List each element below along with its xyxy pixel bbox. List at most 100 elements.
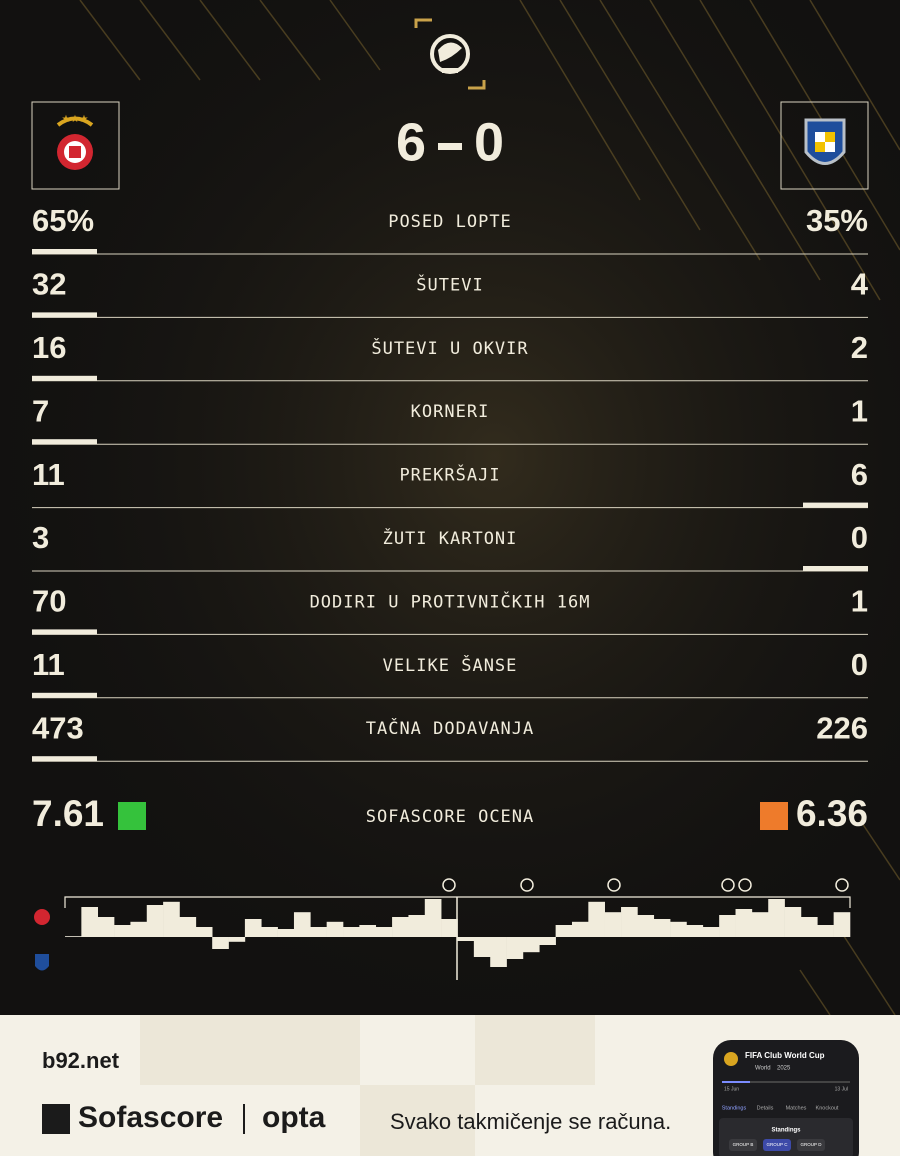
away-score: 0 xyxy=(474,112,504,172)
footer-pattern xyxy=(140,1015,595,1156)
leader-bar xyxy=(32,756,97,762)
stat-label: ŽUTI KARTONI xyxy=(383,527,518,549)
momentum-bar xyxy=(522,937,540,953)
competition-logo xyxy=(430,34,470,74)
phone-start: 15 Jun xyxy=(724,1086,739,1092)
momentum-bar xyxy=(555,925,573,937)
phone-section: Standings xyxy=(771,1128,801,1134)
away-logo xyxy=(804,118,846,165)
stat-label: ŠUTEVI xyxy=(416,273,483,295)
momentum-bar xyxy=(130,921,148,937)
slogan: Svako takmičenje se računa. xyxy=(390,1109,671,1134)
momentum-bar xyxy=(375,927,393,937)
home-value: 11 xyxy=(32,457,65,492)
stripes xyxy=(79,0,900,1016)
brand-icon xyxy=(42,1104,70,1134)
away-value: 1 xyxy=(851,393,868,428)
momentum-bar xyxy=(686,925,704,937)
home-value: 3 xyxy=(32,520,49,555)
momentum-bar xyxy=(490,937,507,967)
momentum-bar xyxy=(146,905,164,937)
phone-tab: Matches xyxy=(786,1105,807,1111)
momentum-bar xyxy=(424,899,442,937)
momentum-bar xyxy=(506,937,524,959)
phone-tab: Knockout xyxy=(816,1105,839,1111)
momentum-bar xyxy=(163,901,180,937)
momentum-bar xyxy=(261,927,278,937)
momentum-bar xyxy=(81,907,99,937)
phone-group: GROUP D xyxy=(801,1142,823,1147)
momentum-bar xyxy=(277,929,295,937)
momentum-bar xyxy=(326,921,344,937)
momentum-bar xyxy=(195,927,213,937)
phone: FIFA Club World Cup World 2025 15 Jun 13… xyxy=(713,1040,859,1156)
momentum-bar xyxy=(539,937,556,945)
phone-group: GROUP C xyxy=(767,1142,789,1147)
away-rating: 6.36 xyxy=(796,793,868,834)
svg-text:★★★: ★★★ xyxy=(62,114,89,125)
phone-end: 13 Jul xyxy=(835,1086,848,1092)
momentum-bar xyxy=(588,901,605,937)
home-rating-swatch xyxy=(118,802,146,830)
away-logo-box xyxy=(780,101,869,190)
momentum-bar xyxy=(441,919,458,937)
momentum-bar xyxy=(179,917,197,937)
momentum-bar xyxy=(571,921,589,937)
home-mini-logo xyxy=(34,909,50,925)
momentum-bar xyxy=(293,912,311,937)
phone-group-chip xyxy=(763,1139,791,1151)
away-mini-logo xyxy=(35,954,49,971)
home-value: 16 xyxy=(32,330,66,365)
phone-tab: Standings xyxy=(722,1105,747,1111)
away-value: 2 xyxy=(851,330,868,365)
stat-label: KORNERI xyxy=(411,402,490,422)
rating-label: SOFASCORE OCENA xyxy=(366,807,535,827)
momentum-bar xyxy=(637,915,655,937)
momentum-bar xyxy=(621,907,638,937)
home-logo: ★★★ xyxy=(56,114,94,170)
leader-bar xyxy=(32,375,97,381)
momentum-bar xyxy=(457,937,475,941)
momentum-bar xyxy=(473,937,491,957)
momentum-bar xyxy=(784,907,802,937)
leader-bar xyxy=(32,312,97,318)
leader-bar xyxy=(803,566,868,571)
momentum-bar xyxy=(719,915,736,937)
momentum-bar xyxy=(65,936,82,937)
momentum-bar xyxy=(310,927,327,937)
momentum-bar xyxy=(359,925,377,937)
momentum-bar xyxy=(212,937,229,949)
home-value: 70 xyxy=(32,584,66,619)
leader-bar xyxy=(32,439,97,445)
momentum-bar xyxy=(817,925,834,937)
momentum-bar xyxy=(833,912,851,937)
leader-bar xyxy=(803,502,868,508)
momentum-bar xyxy=(670,921,687,937)
home-rating: 7.61 xyxy=(32,793,104,834)
stat-label: VELIKE ŠANSE xyxy=(383,654,518,676)
home-score: 6 xyxy=(396,112,426,172)
phone-group-chip xyxy=(729,1139,757,1151)
partner: opta xyxy=(262,1101,326,1134)
home-logo-box xyxy=(31,101,120,190)
site: b92.net xyxy=(42,1048,120,1073)
home-value: 65% xyxy=(32,203,94,238)
stat-label: TAČNA DODAVANJA xyxy=(366,717,535,739)
home-value: 32 xyxy=(32,267,66,302)
away-value: 6 xyxy=(851,457,868,492)
momentum-chart xyxy=(34,878,851,980)
momentum-bar xyxy=(244,919,262,937)
momentum-bar xyxy=(408,915,426,937)
momentum-bar xyxy=(604,912,622,937)
phone-group: GROUP B xyxy=(733,1142,754,1147)
momentum-bar xyxy=(800,917,818,937)
momentum-bar xyxy=(653,919,671,937)
leader-bar xyxy=(32,249,97,254)
momentum-bar xyxy=(735,909,753,937)
stat-label: PREKRŠAJI xyxy=(399,464,500,486)
home-value: 11 xyxy=(32,647,65,682)
score-dash xyxy=(438,143,462,150)
away-value: 0 xyxy=(851,520,868,555)
away-value: 35% xyxy=(806,203,868,238)
